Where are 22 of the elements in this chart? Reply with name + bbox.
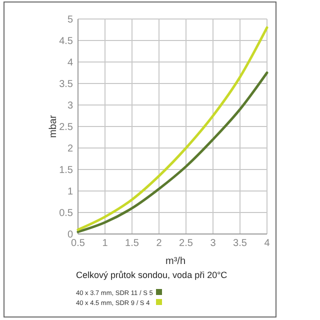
y-tick-label: 1 [67, 186, 74, 198]
y-tick-label: 2 [67, 144, 74, 154]
x-tick-label: 2 [156, 238, 162, 249]
y-tick-label: 4.5 [59, 36, 74, 47]
y-tick-label: 3 [67, 100, 74, 112]
y-tick-label: 0 [67, 230, 74, 240]
x-tick-label: 4 [264, 238, 270, 249]
y-tick-label: 5 [67, 14, 74, 26]
x-tick-label: 3 [210, 238, 216, 249]
text: Celkový průtok sondou, voda při 20°C [76, 270, 228, 280]
y-tick-label: 4 [67, 58, 74, 68]
y-tick-label: 3.5 [59, 79, 74, 90]
x-axis-title: m³/h [166, 256, 186, 267]
x-tick-label: 1.5 [125, 238, 140, 249]
y-tick-label: 2.5 [59, 122, 74, 133]
y-axis-title: mbar [48, 114, 59, 138]
y-tick-label: 0.5 [59, 208, 74, 219]
x-tick-label: 1 [102, 238, 108, 249]
x-tick-label: 3.5 [233, 238, 248, 249]
line-series [76, 26, 268, 231]
y-tick-label: 1.5 [59, 165, 74, 176]
x-tick-label: 2.5 [179, 238, 194, 249]
